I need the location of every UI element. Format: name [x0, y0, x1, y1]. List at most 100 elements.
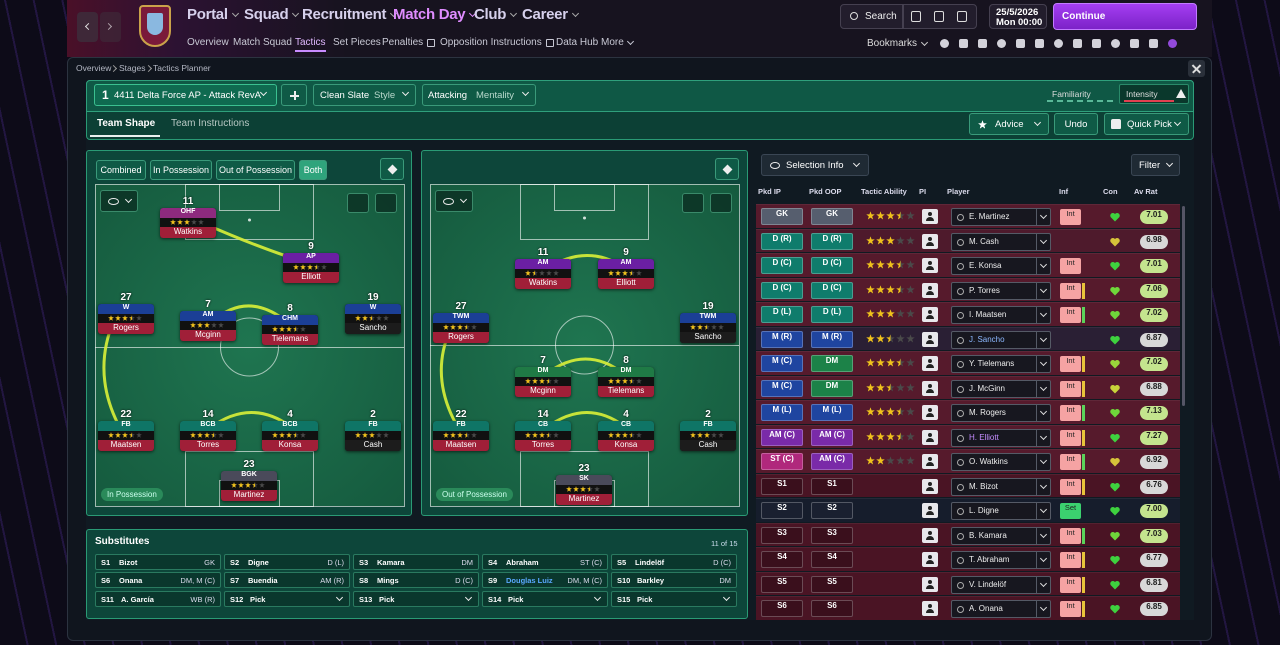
- player-instructions-icon[interactable]: [922, 380, 938, 396]
- substitute-slot[interactable]: S7 Buendia AM (R): [224, 572, 350, 588]
- phase-button[interactable]: Out of Possession: [216, 160, 295, 180]
- nav-menu-item[interactable]: Squad: [244, 6, 289, 23]
- player-card[interactable]: FB Maatsen: [433, 421, 489, 451]
- expand-icon[interactable]: [347, 193, 369, 213]
- bookmark-icon[interactable]: [997, 39, 1006, 48]
- table-row[interactable]: S1 S1 M. Bizot Int 6.76: [756, 473, 1180, 497]
- player-card[interactable]: W Sancho: [345, 304, 401, 334]
- player-dropdown[interactable]: T. Abraham: [951, 551, 1051, 569]
- player-card[interactable]: AP Elliott: [283, 253, 339, 283]
- toolbar-icon[interactable]: [934, 11, 944, 22]
- action-button[interactable]: Undo: [1054, 113, 1098, 135]
- table-row[interactable]: M (C) DM Y. Tielemans Int 7.02: [756, 351, 1180, 375]
- view-toggle[interactable]: [380, 158, 404, 180]
- bookmark-icon[interactable]: [1092, 39, 1101, 48]
- player-dropdown[interactable]: A. Onana: [951, 600, 1051, 618]
- player-dropdown[interactable]: E. Konsa: [951, 257, 1051, 275]
- substitute-slot[interactable]: S9 Douglas Luiz DM, M (C): [482, 572, 608, 588]
- substitute-slot[interactable]: S14 Pick: [482, 591, 608, 607]
- phase-button[interactable]: In Possession: [150, 160, 212, 180]
- player-card[interactable]: AM Watkins: [515, 259, 571, 289]
- player-instructions-icon[interactable]: [922, 258, 938, 273]
- nav-submenu-item[interactable]: Tactics: [295, 37, 326, 52]
- bookmark-icon[interactable]: [959, 39, 968, 48]
- substitute-slot[interactable]: S4 Abraham ST (C): [482, 554, 608, 570]
- bookmark-icon[interactable]: [1016, 39, 1025, 48]
- player-card[interactable]: BCB Konsa: [262, 421, 318, 451]
- add-tactic-button[interactable]: [281, 84, 307, 106]
- bookmark-icon[interactable]: [978, 39, 987, 48]
- player-dropdown[interactable]: J. McGinn: [951, 379, 1051, 398]
- substitute-slot[interactable]: S10 Barkley DM: [611, 572, 737, 588]
- table-row[interactable]: S3 S3 B. Kamara Int 7.03: [756, 522, 1180, 546]
- forward-button[interactable]: [100, 12, 121, 42]
- table-row[interactable]: S5 S5 V. Lindelöf Int 6.81: [756, 571, 1180, 595]
- player-card[interactable]: W Rogers: [98, 304, 154, 334]
- breadcrumb-item[interactable]: Tactics Planner: [153, 63, 211, 73]
- player-card[interactable]: DM Tielemans: [598, 367, 654, 397]
- table-row[interactable]: ST (C) AM (C) O. Watkins Int 6.92: [756, 449, 1180, 473]
- substitute-slot[interactable]: S8 Mings D (C): [353, 572, 479, 588]
- player-instructions-icon[interactable]: [922, 429, 938, 445]
- player-instructions-icon[interactable]: [922, 478, 938, 494]
- substitute-slot[interactable]: S3 Kamara DM: [353, 554, 479, 570]
- tab[interactable]: Team Shape: [97, 118, 156, 129]
- nav-submenu-item[interactable]: Data Hub: [556, 37, 599, 48]
- nav-submenu-item[interactable]: More: [601, 37, 624, 48]
- eye-dropdown[interactable]: [435, 190, 473, 212]
- table-row[interactable]: M (R) M (R) J. Sancho 6.87: [756, 326, 1180, 350]
- table-row[interactable]: M (C) DM J. McGinn Int 6.88: [756, 375, 1180, 399]
- action-button[interactable]: Quick Pick: [1104, 113, 1189, 135]
- bookmark-icon[interactable]: [1130, 39, 1139, 48]
- player-dropdown[interactable]: M. Bizot: [951, 477, 1051, 496]
- breadcrumb-item[interactable]: Stages: [119, 63, 146, 73]
- substitute-slot[interactable]: S5 Lindelöf D (C): [611, 554, 737, 570]
- player-instructions-icon[interactable]: [922, 527, 938, 543]
- substitute-slot[interactable]: S11 A. García WB (R): [95, 591, 221, 607]
- player-card[interactable]: SK Martinez: [556, 475, 612, 505]
- expand-icon[interactable]: [710, 193, 732, 213]
- nav-menu-item[interactable]: Portal: [187, 6, 228, 23]
- substitute-slot[interactable]: S12 Pick: [224, 591, 350, 607]
- selection-info-button[interactable]: Selection Info: [761, 154, 869, 176]
- eye-dropdown[interactable]: [100, 190, 138, 212]
- bookmark-icon[interactable]: [1168, 39, 1177, 48]
- player-instructions-icon[interactable]: [922, 282, 938, 298]
- table-row[interactable]: D (L) D (L) I. Maatsen Int 7.02: [756, 302, 1180, 326]
- player-dropdown[interactable]: Y. Tielemans: [951, 355, 1051, 373]
- player-card[interactable]: DM Mcginn: [515, 367, 571, 397]
- nav-menu-item[interactable]: Club: [474, 6, 507, 23]
- back-button[interactable]: [77, 12, 98, 42]
- player-dropdown[interactable]: J. Sancho: [951, 330, 1051, 349]
- player-instructions-icon[interactable]: [922, 356, 938, 371]
- player-dropdown[interactable]: B. Kamara: [951, 526, 1051, 545]
- player-card[interactable]: CB Konsa: [598, 421, 654, 451]
- player-card[interactable]: AM Mcginn: [180, 311, 236, 341]
- player-card[interactable]: CHM Tielemans: [262, 315, 318, 345]
- nav-submenu-item[interactable]: Overview: [187, 37, 229, 48]
- player-instructions-icon[interactable]: [922, 454, 938, 469]
- player-dropdown[interactable]: E. Martinez: [951, 208, 1051, 226]
- player-card[interactable]: OHF Watkins: [160, 208, 216, 238]
- mentality-dropdown[interactable]: Attacking Mentality: [422, 84, 536, 106]
- bookmark-icon[interactable]: [1149, 39, 1158, 48]
- bookmark-icon[interactable]: [1111, 39, 1120, 48]
- view-toggle[interactable]: [715, 158, 739, 180]
- toolbar-icon[interactable]: [911, 11, 921, 22]
- tactic-dropdown[interactable]: 1 4411 Delta Force AP - Attack RevA: [94, 84, 277, 106]
- table-row[interactable]: S6 S6 A. Onana Int 6.85: [756, 596, 1180, 620]
- phase-button[interactable]: Both: [299, 160, 327, 180]
- player-dropdown[interactable]: P. Torres: [951, 281, 1051, 300]
- player-instructions-icon[interactable]: [922, 503, 938, 518]
- player-card[interactable]: TWM Sancho: [680, 313, 736, 343]
- substitute-slot[interactable]: S1 Bizot GK: [95, 554, 221, 570]
- player-card[interactable]: AM Elliott: [598, 259, 654, 289]
- expand-icon[interactable]: [682, 193, 704, 213]
- style-dropdown[interactable]: Clean Slate Style: [313, 84, 416, 106]
- action-button[interactable]: Advice: [969, 113, 1049, 135]
- player-card[interactable]: FB Maatsen: [98, 421, 154, 451]
- substitute-slot[interactable]: S13 Pick: [353, 591, 479, 607]
- substitute-slot[interactable]: S2 Digne D (L): [224, 554, 350, 570]
- phase-button[interactable]: Combined: [96, 160, 146, 180]
- nav-submenu-item[interactable]: Penalties: [382, 37, 424, 48]
